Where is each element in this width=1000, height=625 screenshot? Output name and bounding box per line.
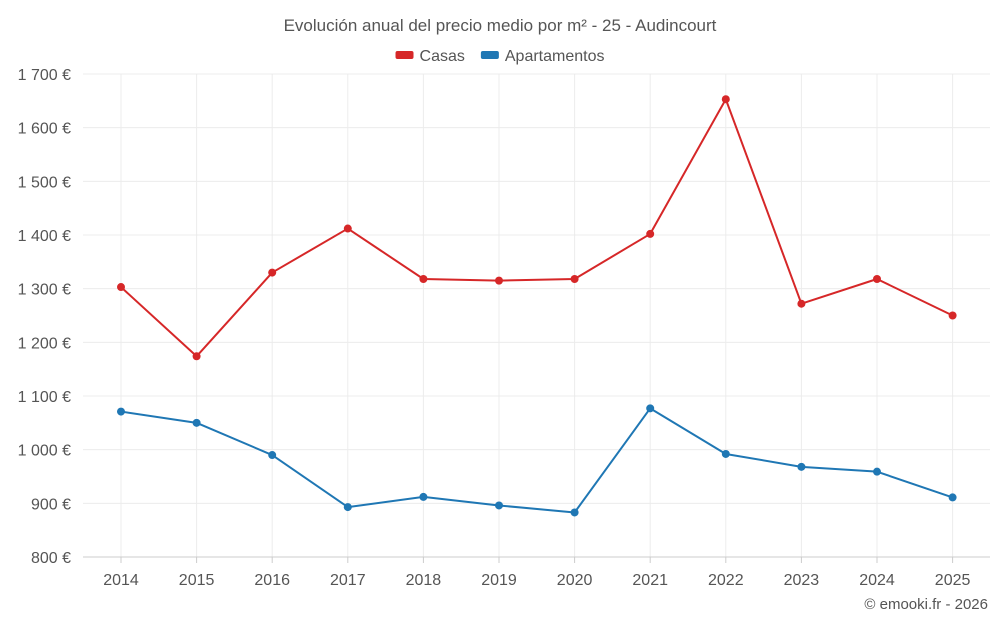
y-tick-label: 800 € — [31, 550, 71, 567]
data-point-apartamentos[interactable] — [192, 418, 201, 427]
x-tick-label: 2017 — [330, 572, 366, 589]
x-tick-label: 2021 — [632, 572, 668, 589]
x-tick-label: 2025 — [935, 572, 971, 589]
data-point-apartamentos[interactable] — [495, 501, 503, 510]
data-point-casas[interactable] — [721, 95, 730, 104]
y-tick-label: 1 500 € — [18, 174, 71, 191]
series-line-casas — [120, 98, 954, 358]
y-tick-label: 1 700 € — [18, 67, 71, 84]
y-tick-label: 1 300 € — [18, 282, 71, 299]
data-point-casas[interactable] — [192, 352, 201, 361]
data-point-apartamentos[interactable] — [873, 467, 881, 476]
data-point-apartamentos[interactable] — [268, 451, 277, 460]
chart-series — [117, 95, 957, 517]
series-line-apartamentos — [120, 407, 953, 514]
data-point-apartamentos[interactable] — [117, 407, 125, 416]
x-tick-label: 2014 — [103, 572, 139, 589]
data-point-casas[interactable] — [495, 276, 503, 285]
x-tick-label: 2018 — [406, 572, 442, 589]
x-axis-ticks: 2014 2015 2016 2017 2018 2019 2020 2021 2022 2023… — [103, 557, 970, 589]
x-tick-label: 2015 — [179, 572, 215, 589]
chart-grid — [83, 73, 990, 557]
y-tick-label: 1 600 € — [18, 121, 71, 138]
y-tick-label: 1 100 € — [18, 389, 71, 406]
legend-label: Apartamentos — [505, 48, 605, 65]
y-tick-label: 1 400 € — [18, 228, 71, 245]
data-point-casas[interactable] — [873, 275, 881, 284]
data-point-casas[interactable] — [797, 299, 806, 308]
x-tick-label: 2020 — [557, 572, 593, 589]
legend-swatch — [395, 51, 414, 59]
data-point-casas[interactable] — [117, 283, 125, 292]
data-point-apartamentos[interactable] — [721, 449, 730, 458]
y-tick-label: 1 000 € — [18, 443, 71, 460]
y-axis-ticks: 800 € 900 € 1 000 € 1 100 € 1 200 € 1 300 € 1 … — [18, 67, 71, 567]
data-point-casas[interactable] — [570, 275, 579, 284]
data-point-apartamentos[interactable] — [343, 503, 352, 512]
credit-text: © emooki.fr - 2026 — [864, 596, 988, 613]
legend-swatch — [480, 51, 499, 59]
x-tick-label: 2022 — [708, 572, 744, 589]
data-point-apartamentos[interactable] — [646, 404, 655, 413]
data-point-casas[interactable] — [948, 311, 957, 320]
chart-legend: Casas Apartamentos — [395, 48, 605, 65]
data-point-apartamentos[interactable] — [570, 508, 579, 517]
data-point-casas[interactable] — [646, 229, 655, 238]
data-point-apartamentos[interactable] — [948, 493, 957, 502]
legend-label: Casas — [420, 48, 465, 65]
data-point-apartamentos[interactable] — [419, 492, 428, 501]
x-tick-label: 2023 — [784, 572, 820, 589]
legend-item-apartamentos[interactable]: Apartamentos — [480, 48, 605, 65]
x-tick-label: 2016 — [254, 572, 290, 589]
y-tick-label: 900 € — [31, 496, 71, 513]
data-point-casas[interactable] — [343, 224, 352, 233]
y-tick-label: 1 200 € — [18, 335, 71, 352]
data-point-apartamentos[interactable] — [797, 462, 806, 471]
x-tick-label: 2019 — [481, 572, 517, 589]
data-point-casas[interactable] — [268, 268, 277, 277]
x-tick-label: 2024 — [859, 572, 895, 589]
chart-title: Evolución anual del precio medio por m² … — [284, 16, 717, 35]
legend-item-casas[interactable]: Casas — [395, 48, 465, 65]
data-point-casas[interactable] — [419, 275, 428, 284]
